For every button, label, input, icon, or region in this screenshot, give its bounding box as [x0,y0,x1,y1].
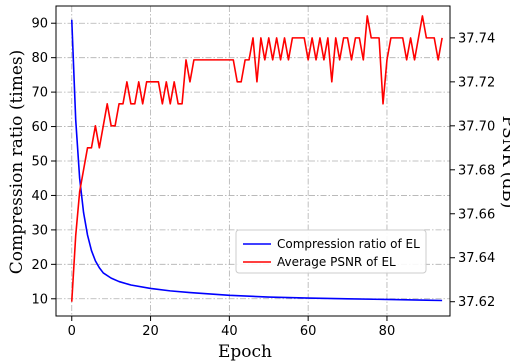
y-left-tick-label: 80 [31,51,48,66]
y-right-tick-label: 37.70 [458,119,495,134]
y-right-tick-label: 37.72 [458,75,495,90]
legend: Compression ratio of EL Average PSNR of … [235,229,427,274]
y-right-tick-label: 37.74 [458,31,495,46]
y-right-tick-label: 37.66 [458,207,495,222]
y-left-tick-label: 40 [31,189,48,204]
x-tick-label: 0 [68,324,76,339]
series-line-compression-ratio [70,19,443,302]
tick-labels: 0 20 40 60 80 10 20 30 40 50 60 70 80 90 37.62 37.64 37.… [31,17,495,339]
y-right-tick-label: 37.62 [458,295,495,310]
series-line-average-psnr [70,15,443,302]
x-tick-label: 20 [142,324,159,339]
y-left-tick-label: 30 [31,223,48,238]
tick-marks [51,22,455,321]
x-tick-label: 80 [379,324,396,339]
y-axis-left-label: Compression ratio (times) [7,50,27,275]
y-axis-right-label: PSNR (dB) [498,116,510,209]
y-left-tick-label: 50 [31,155,48,170]
y-right-tick-label: 37.64 [458,251,495,266]
y-right-tick-label: 37.68 [458,163,495,178]
y-left-tick-label: 70 [31,86,48,101]
x-tick-label: 60 [300,324,317,339]
y-left-tick-label: 60 [31,120,48,135]
x-axis-label: Epoch [218,342,272,362]
series-lines [70,15,443,302]
legend-box [235,229,427,274]
y-left-tick-label: 20 [31,258,48,273]
x-tick-label: 40 [221,324,238,339]
y-left-tick-label: 10 [31,292,48,307]
legend-label-compression: Compression ratio of EL [277,237,420,251]
y-left-tick-label: 90 [31,17,48,32]
legend-label-psnr: Average PSNR of EL [277,255,396,269]
